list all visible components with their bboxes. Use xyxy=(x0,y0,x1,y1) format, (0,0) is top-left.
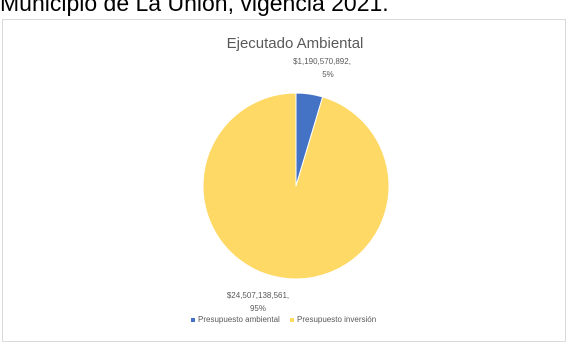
data-label-ambiental-value: $1,190,570,892, xyxy=(293,57,351,66)
legend-label-inversion: Presupuesto inversión xyxy=(297,315,376,324)
chart-title: Ejecutado Ambiental xyxy=(227,35,364,52)
pie-slices xyxy=(202,92,390,280)
data-label-ambiental-percent: 5% xyxy=(322,70,334,79)
data-label-inversion-percent: 95% xyxy=(250,304,266,313)
legend-swatch-inversion xyxy=(290,318,294,322)
legend-label-ambiental: Presupuesto ambiental xyxy=(198,315,280,324)
slice-inversion xyxy=(202,92,390,280)
legend-swatch-ambiental xyxy=(191,318,195,322)
legend: Presupuesto ambiental Presupuesto invers… xyxy=(191,315,376,324)
data-label-inversion-value: $24,507,138,561, xyxy=(227,291,289,300)
figure-caption: Municipio de La Unión, vigencia 2021. xyxy=(0,0,389,16)
